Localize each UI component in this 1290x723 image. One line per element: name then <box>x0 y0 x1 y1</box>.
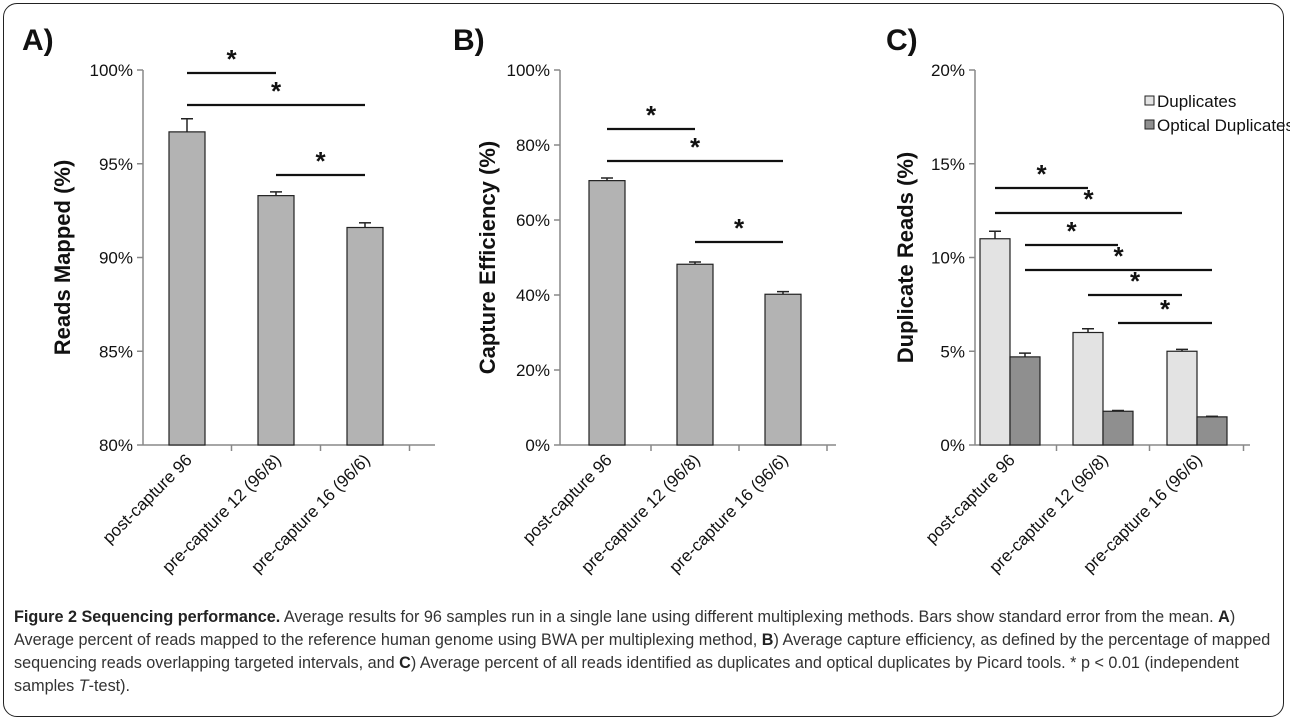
legend-label: Optical Duplicates <box>1157 116 1290 135</box>
significance-marker: * <box>226 44 237 74</box>
legend-swatch <box>1144 119 1155 130</box>
bar <box>1102 410 1134 446</box>
bar <box>1072 331 1104 446</box>
y-tick-label: 60% <box>516 211 550 230</box>
bar <box>346 226 384 446</box>
y-tick-label: 0% <box>940 436 965 455</box>
y-tick-label: 85% <box>99 342 133 361</box>
y-tick-label: 95% <box>99 155 133 174</box>
significance-marker: * <box>315 146 326 176</box>
bar <box>979 238 1011 446</box>
y-tick-label: 100% <box>90 61 133 80</box>
y-tick-label: 90% <box>99 249 133 268</box>
y-tick-label: 20% <box>931 61 965 80</box>
significance-marker: * <box>734 213 745 243</box>
significance-marker: * <box>1160 294 1171 324</box>
y-tick-label: 80% <box>516 136 550 155</box>
bar <box>1196 416 1228 446</box>
y-tick-label: 10% <box>931 249 965 268</box>
y-axis-title: Capture Efficiency (%) <box>475 141 500 375</box>
caption-part-b: ) Average capture efficiency, as defined… <box>14 631 1271 672</box>
significance-marker: * <box>1036 159 1047 189</box>
significance-marker: * <box>1066 216 1077 246</box>
bar <box>764 293 802 446</box>
bar <box>257 195 295 446</box>
caption-ref-b: B <box>761 631 774 649</box>
caption-ref-c: C <box>399 654 411 672</box>
significance-marker: * <box>271 76 282 106</box>
bar <box>1009 356 1041 446</box>
caption-sentence-1: Average results for 96 samples run in a … <box>280 608 1219 626</box>
y-tick-label: 0% <box>525 436 550 455</box>
figure-frame <box>3 3 1284 717</box>
y-tick-label: 5% <box>940 342 965 361</box>
significance-marker: * <box>1130 266 1141 296</box>
panel-label: A) <box>22 24 54 57</box>
y-tick-label: 40% <box>516 286 550 305</box>
legend-label: Duplicates <box>1157 92 1236 111</box>
x-tick-label: post-capture 96 <box>922 450 1019 547</box>
x-tick-label: post-capture 96 <box>519 450 616 547</box>
significance-marker: * <box>1113 241 1124 271</box>
bar <box>588 180 626 446</box>
significance-marker: * <box>646 100 657 130</box>
panel-label: B) <box>453 24 485 57</box>
caption-part-a: ) Average percent of reads mapped to the… <box>14 608 1236 649</box>
bar <box>168 131 206 446</box>
bar <box>1166 350 1198 446</box>
y-tick-label: 80% <box>99 436 133 455</box>
x-tick-label: post-capture 96 <box>99 450 196 547</box>
caption-figure-label: Figure 2 Sequencing performance. <box>14 608 281 626</box>
figure-caption: Figure 2 Sequencing performance. Average… <box>14 606 1276 698</box>
significance-marker: * <box>1083 184 1094 214</box>
y-axis-title: Duplicate Reads (%) <box>893 152 918 364</box>
legend-swatch <box>1144 95 1155 106</box>
y-axis-title: Reads Mapped (%) <box>50 160 75 356</box>
y-tick-label: 20% <box>516 361 550 380</box>
y-tick-label: 100% <box>507 61 550 80</box>
bar <box>676 263 714 446</box>
y-tick-label: 15% <box>931 155 965 174</box>
caption-part-end: -test). <box>88 677 131 695</box>
significance-marker: * <box>690 132 701 162</box>
panel-label: C) <box>886 24 918 57</box>
caption-part-c: ) Average percent of all reads identifie… <box>14 654 1239 695</box>
caption-test-name: T <box>78 677 89 695</box>
caption-ref-a: A <box>1218 608 1230 626</box>
figure-charts: A) Reads Mapped (%) 80% 85% 90% 95% 100% post-c… <box>22 24 1290 577</box>
